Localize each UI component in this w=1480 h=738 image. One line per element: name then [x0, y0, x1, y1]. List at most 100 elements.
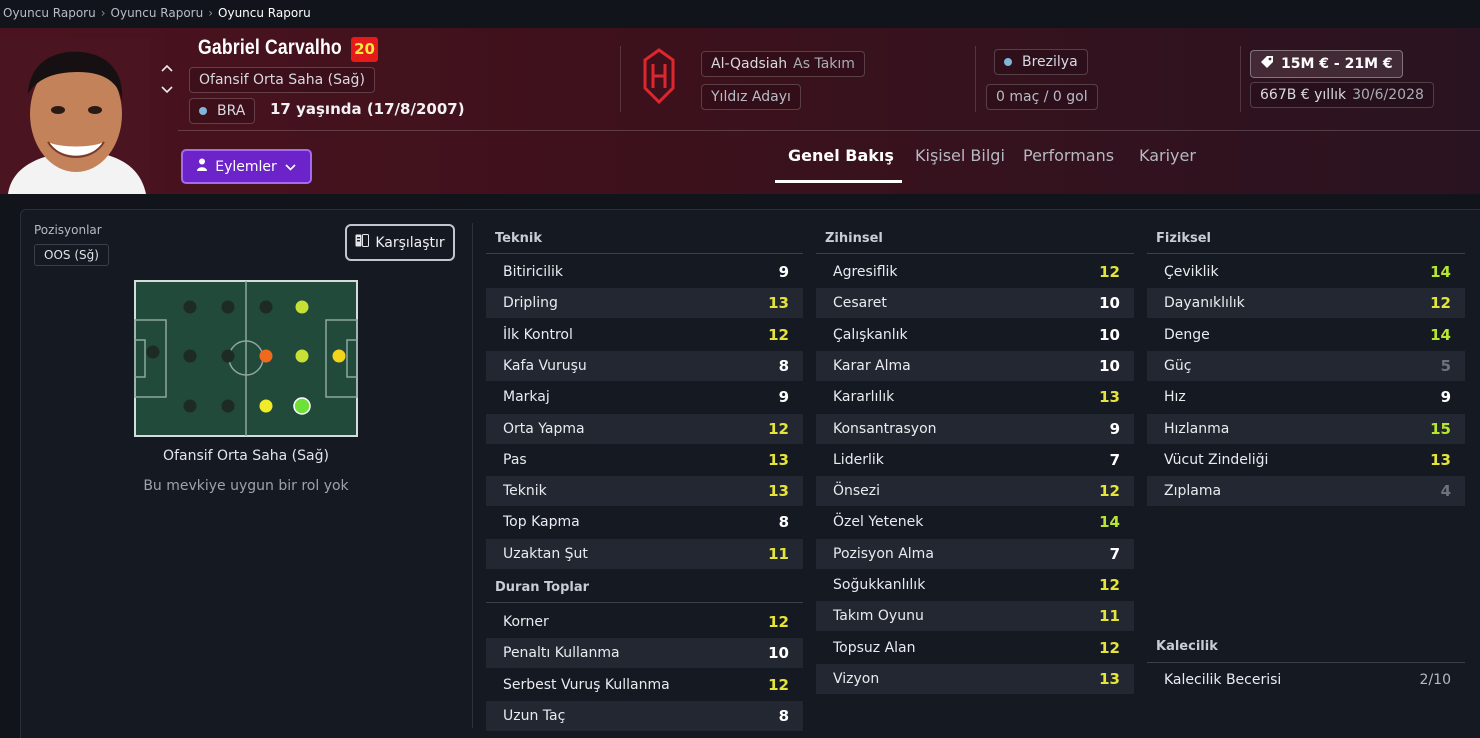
attribute-name: Markaj: [503, 389, 550, 405]
attribute-row[interactable]: Topsuz Alan 12: [816, 633, 1134, 663]
position-dot[interactable]: [259, 349, 273, 363]
attribute-row[interactable]: Özel Yetenek 14: [816, 507, 1134, 537]
attribute-row[interactable]: Çeviklik 14: [1147, 257, 1465, 287]
attribute-value: 11: [768, 545, 789, 563]
actions-button[interactable]: Eylemler: [181, 149, 312, 184]
attribute-row[interactable]: Karar Alma 10: [816, 351, 1134, 381]
position-dot[interactable]: [221, 349, 235, 363]
nationality-pill[interactable]: BRA: [189, 98, 256, 124]
position-dot[interactable]: [146, 345, 160, 359]
tab-career[interactable]: Kariyer: [1139, 146, 1196, 165]
attribute-row[interactable]: Top Kapma 8: [486, 507, 803, 537]
position-dot[interactable]: [295, 349, 309, 363]
attribute-row[interactable]: Dayanıklılık 12: [1147, 288, 1465, 318]
attribute-row[interactable]: Pas 13: [486, 445, 803, 475]
attribute-row[interactable]: Hızlanma 15: [1147, 414, 1465, 444]
position-chip[interactable]: OOS (Sğ): [34, 244, 109, 266]
tab-performance[interactable]: Performans: [1023, 146, 1115, 165]
attribute-value: 13: [1099, 670, 1120, 688]
club-logo-icon[interactable]: [642, 48, 676, 105]
next-player-arrow-icon[interactable]: [159, 83, 175, 99]
attribute-row[interactable]: Hız 9: [1147, 382, 1465, 412]
compare-icon: [355, 234, 370, 251]
technical-heading: Teknik: [495, 231, 542, 246]
attribute-name: Orta Yapma: [503, 421, 585, 437]
attribute-row[interactable]: Konsantrasyon 9: [816, 414, 1134, 444]
status-pill: Yıldız Adayı: [701, 84, 801, 110]
position-dot[interactable]: [183, 300, 197, 314]
attribute-row[interactable]: Çalışkanlık 10: [816, 320, 1134, 350]
divider: [472, 223, 473, 728]
divider: [1147, 662, 1465, 663]
attribute-row[interactable]: Markaj 9: [486, 382, 803, 412]
attribute-row[interactable]: Orta Yapma 12: [486, 414, 803, 444]
attribute-value: 12: [1430, 294, 1451, 312]
current-ability-badge: 20: [351, 37, 378, 62]
attribute-row[interactable]: Liderlik 7: [816, 445, 1134, 475]
attribute-row[interactable]: Teknik 13: [486, 476, 803, 506]
attribute-row[interactable]: Serbest Vuruş Kullanma 12: [486, 670, 803, 700]
attribute-row[interactable]: Uzaktan Şut 11: [486, 539, 803, 569]
attribute-row[interactable]: Penaltı Kullanma 10: [486, 638, 803, 668]
attribute-name: Korner: [503, 614, 549, 630]
attribute-row[interactable]: İlk Kontrol 12: [486, 320, 803, 350]
attribute-value: 2/10: [1419, 672, 1451, 688]
attribute-row[interactable]: Cesaret 10: [816, 288, 1134, 318]
position-dot[interactable]: [293, 397, 311, 415]
attribute-value: 14: [1430, 263, 1451, 281]
attribute-row[interactable]: Denge 14: [1147, 320, 1465, 350]
chevron-down-icon: [285, 159, 296, 175]
position-dot[interactable]: [221, 300, 235, 314]
attribute-row[interactable]: Kararlılık 13: [816, 382, 1134, 412]
divider: [486, 602, 803, 603]
player-name: Gabriel Carvalho: [198, 36, 342, 59]
nation-pill[interactable]: Brezilya: [994, 49, 1088, 75]
tab-personal-info[interactable]: Kişisel Bilgi: [915, 146, 1005, 165]
club-pill[interactable]: Al-Qadsiah As Takım: [701, 51, 865, 77]
attribute-row[interactable]: Takım Oyunu 11: [816, 601, 1134, 631]
breadcrumb-item[interactable]: Oyuncu Raporu: [110, 6, 204, 20]
attribute-row[interactable]: Kafa Vuruşu 8: [486, 351, 803, 381]
attribute-value: 8: [778, 707, 789, 725]
attribute-row[interactable]: Zıplama 4: [1147, 476, 1465, 506]
attribute-row[interactable]: Uzun Taç 8: [486, 701, 803, 731]
attribute-name: Dayanıklılık: [1164, 295, 1245, 311]
position-dot[interactable]: [295, 300, 309, 314]
attribute-value: 10: [1099, 294, 1120, 312]
header-divider: [178, 130, 1480, 131]
compare-button[interactable]: Karşılaştır: [345, 224, 455, 261]
attribute-row[interactable]: Agresiflik 12: [816, 257, 1134, 287]
attribute-row[interactable]: Korner 12: [486, 607, 803, 637]
attribute-name: Dripling: [503, 295, 558, 311]
position-pitch: [134, 280, 358, 437]
attribute-value: 14: [1430, 326, 1451, 344]
position-dot[interactable]: [259, 300, 273, 314]
position-dot[interactable]: [183, 349, 197, 363]
attribute-row[interactable]: Vizyon 13: [816, 664, 1134, 694]
attribute-row[interactable]: Bitiricilik 9: [486, 257, 803, 287]
set-pieces-heading: Duran Toplar: [495, 580, 590, 595]
attribute-value: 13: [768, 482, 789, 500]
attribute-name: Çeviklik: [1164, 264, 1219, 280]
attribute-name: Top Kapma: [503, 514, 580, 530]
position-dot[interactable]: [332, 349, 346, 363]
transfer-value-pill[interactable]: 15M € - 21M €: [1250, 50, 1403, 78]
position-dot[interactable]: [221, 399, 235, 413]
attribute-name: Pas: [503, 452, 527, 468]
player-status: Yıldız Adayı: [711, 89, 791, 105]
attribute-row[interactable]: Pozisyon Alma 7: [816, 539, 1134, 569]
previous-player-arrow-icon[interactable]: [159, 61, 175, 77]
wage-text: 667B € yıllık: [1260, 87, 1347, 103]
attribute-row[interactable]: Dripling 13: [486, 288, 803, 318]
breadcrumb-item[interactable]: Oyuncu Raporu: [3, 6, 96, 20]
position-dot[interactable]: [183, 399, 197, 413]
attribute-row[interactable]: Vücut Zindeliği 13: [1147, 445, 1465, 475]
divider: [486, 253, 803, 254]
attribute-row[interactable]: Soğukkanlılık 12: [816, 570, 1134, 600]
attribute-row[interactable]: Önsezi 12: [816, 476, 1134, 506]
tab-overview[interactable]: Genel Bakış: [788, 146, 894, 165]
attribute-row[interactable]: Güç 5: [1147, 351, 1465, 381]
position-dot[interactable]: [259, 399, 273, 413]
nationality-code: BRA: [217, 103, 246, 119]
attribute-name: Liderlik: [833, 452, 884, 468]
